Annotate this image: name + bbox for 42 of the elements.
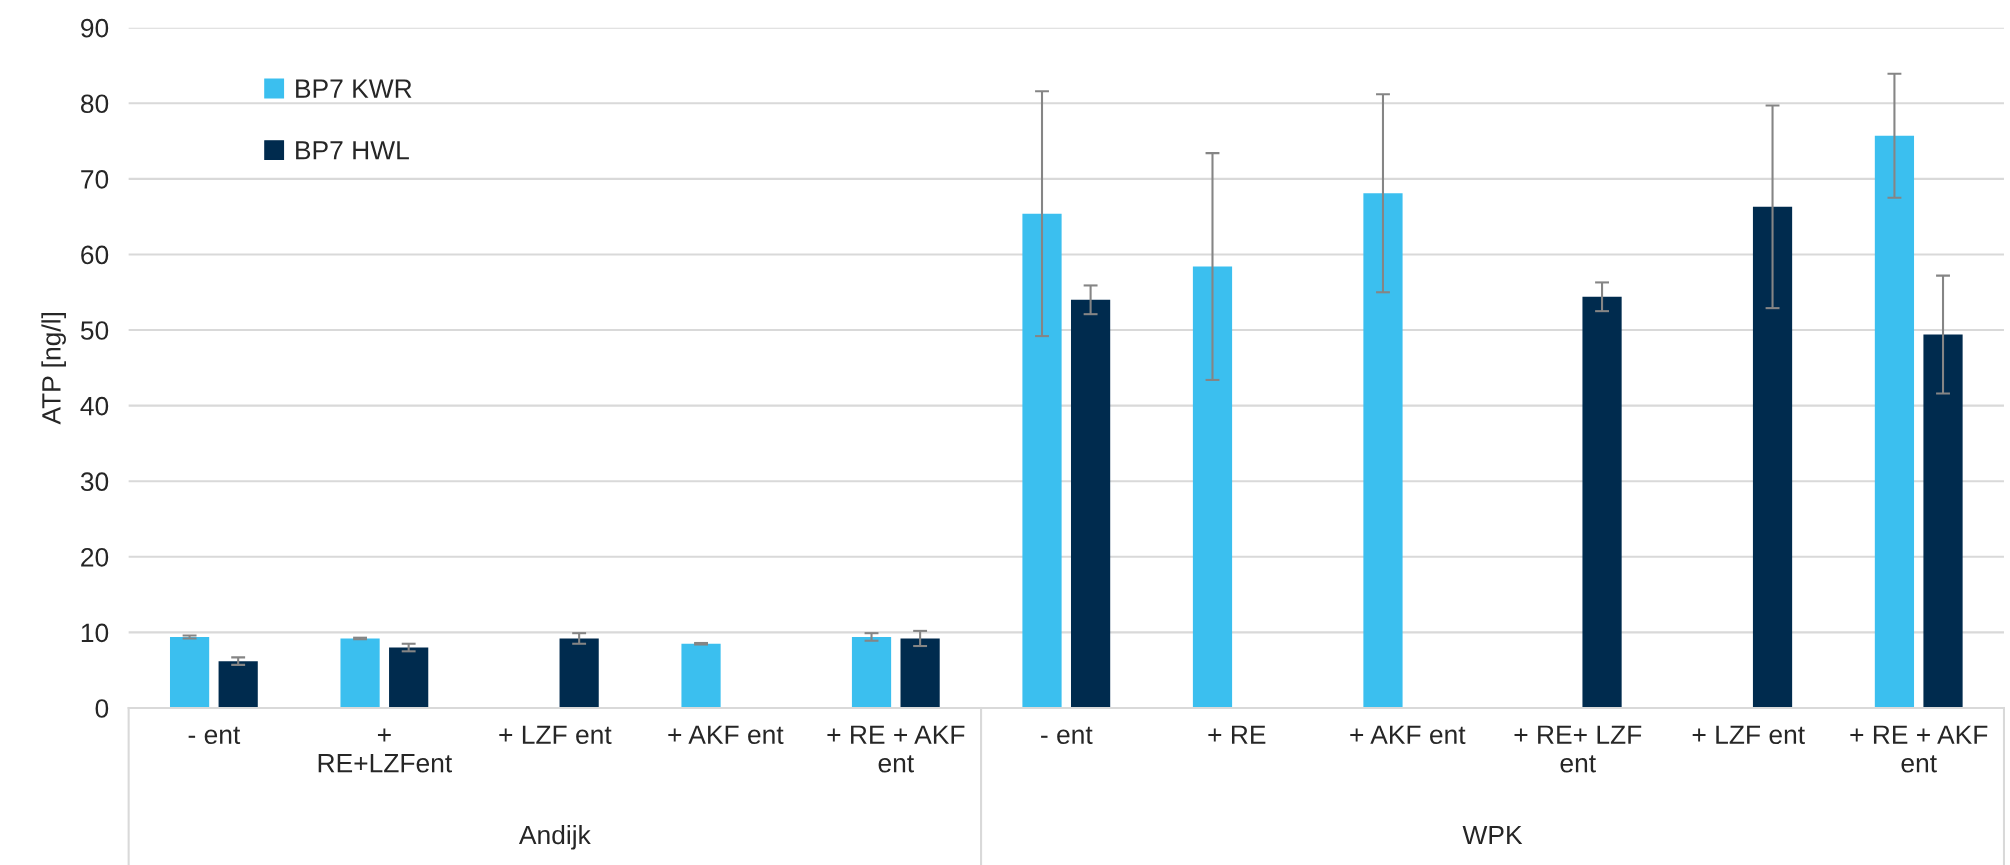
text: Andijk (518, 824, 591, 850)
x-tick-label: + AKF ent (1350, 725, 1466, 745)
bar (389, 647, 429, 708)
text: WPK (1462, 825, 1523, 845)
bar (851, 636, 892, 708)
x-tick-label: + RE (1208, 725, 1266, 744)
x-tick-label: + RE+ LZF ent (1514, 725, 1642, 773)
bar (1923, 334, 1963, 708)
bar (559, 638, 599, 708)
bar (900, 638, 940, 708)
bar (1874, 135, 1915, 708)
y-tick-label: 20 (81, 547, 109, 567)
x-tick-label: + RE + AKF ent (1850, 725, 1988, 773)
x-tick-label: + RE + AKF ent (827, 725, 965, 773)
y-tick-label: 90 (81, 18, 109, 38)
bar (1752, 206, 1793, 708)
bar (1070, 299, 1111, 708)
bar (218, 661, 258, 708)
legend-label: BP7 HWL (296, 141, 409, 160)
bar (681, 643, 721, 708)
y-tick-label: 30 (80, 472, 109, 492)
bar (1022, 213, 1062, 708)
x-tick-label: + LZF ent (1692, 725, 1805, 745)
y-tick-label: 40 (80, 396, 109, 416)
bar (1582, 296, 1622, 708)
y-tick-label: 80 (80, 94, 109, 114)
bar (1363, 193, 1403, 708)
bar (340, 638, 380, 708)
y-tick-label: 70 (81, 170, 109, 189)
x-tick-label: + AKF ent (668, 725, 784, 745)
x-tick-label: - ent (188, 726, 241, 745)
x-tick-label: + RE+LZFent (318, 728, 453, 773)
legend-label: BP7 KWR (296, 79, 412, 98)
y-tick-label: 0 (95, 699, 109, 718)
bar (1192, 266, 1233, 708)
y-tick-label: 10 (81, 623, 109, 643)
x-tick-label: + LZF ent (499, 725, 612, 745)
y-tick-label: 60 (81, 245, 109, 265)
bar (169, 636, 210, 708)
y-axis-title: ATP [ng/l] (41, 312, 66, 425)
x-tick-label: - ent (1041, 726, 1093, 745)
y-tick-label: 50 (80, 321, 109, 340)
